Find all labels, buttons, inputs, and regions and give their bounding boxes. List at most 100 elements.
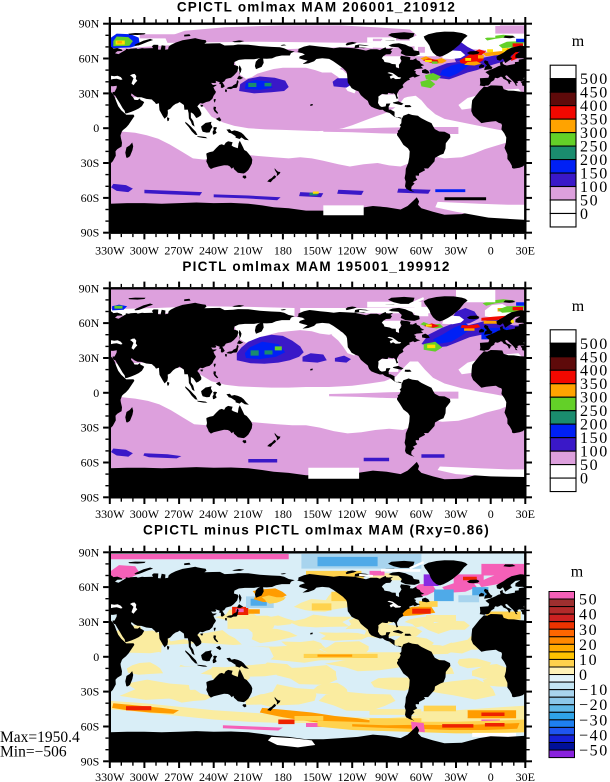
svg-text:60S: 60S	[81, 191, 100, 205]
svg-text:60W: 60W	[410, 770, 434, 782]
svg-text:30N: 30N	[79, 351, 100, 365]
svg-text:500: 500	[580, 336, 609, 353]
svg-text:30E: 30E	[516, 244, 535, 258]
svg-text:150: 150	[580, 166, 609, 183]
svg-text:350: 350	[580, 376, 609, 393]
svg-text:PICTL omlmax MAM 195001_199912: PICTL omlmax MAM 195001_199912	[182, 259, 450, 274]
svg-text:−50: −50	[579, 743, 609, 760]
svg-text:0: 0	[580, 471, 590, 488]
svg-text:300W: 300W	[130, 244, 160, 258]
svg-text:90S: 90S	[81, 754, 100, 768]
svg-text:30S: 30S	[81, 156, 100, 170]
svg-text:250: 250	[580, 139, 609, 156]
svg-text:180: 180	[274, 507, 292, 521]
svg-text:100: 100	[580, 444, 609, 461]
svg-text:0: 0	[488, 244, 494, 258]
svg-text:180: 180	[274, 770, 292, 782]
svg-text:m: m	[572, 298, 585, 315]
svg-text:100: 100	[580, 179, 609, 196]
svg-text:90W: 90W	[375, 244, 399, 258]
svg-text:30W: 30W	[444, 770, 468, 782]
svg-text:−10: −10	[579, 682, 609, 699]
svg-text:0: 0	[579, 667, 589, 684]
svg-text:50: 50	[579, 592, 598, 609]
svg-text:60N: 60N	[79, 316, 100, 330]
svg-text:30W: 30W	[444, 244, 468, 258]
svg-text:150W: 150W	[303, 244, 333, 258]
svg-text:90N: 90N	[79, 545, 100, 559]
svg-text:210W: 210W	[234, 770, 264, 782]
svg-text:30N: 30N	[79, 615, 100, 629]
svg-text:30E: 30E	[516, 770, 535, 782]
svg-text:300W: 300W	[130, 507, 160, 521]
svg-text:270W: 270W	[164, 507, 194, 521]
svg-text:200: 200	[580, 417, 609, 434]
svg-text:0: 0	[93, 650, 99, 664]
svg-text:450: 450	[580, 349, 609, 366]
svg-text:50: 50	[580, 193, 599, 210]
svg-text:CPICTL minus PICTL omlmax MAM: CPICTL minus PICTL omlmax MAM (Rxy=0.86)	[143, 523, 490, 538]
svg-text:120W: 120W	[338, 770, 368, 782]
svg-text:m: m	[571, 564, 584, 581]
svg-text:90N: 90N	[79, 17, 100, 31]
svg-text:450: 450	[580, 85, 609, 102]
svg-text:400: 400	[580, 363, 609, 380]
svg-text:330W: 330W	[95, 244, 125, 258]
svg-text:20: 20	[579, 637, 598, 654]
svg-text:90W: 90W	[375, 770, 399, 782]
svg-text:60W: 60W	[410, 507, 434, 521]
svg-text:60W: 60W	[410, 244, 434, 258]
svg-text:90S: 90S	[81, 490, 100, 504]
svg-text:200: 200	[580, 152, 609, 169]
svg-text:CPICTL omlmax MAM 206001_21091: CPICTL omlmax MAM 206001_210912	[177, 0, 456, 15]
svg-text:270W: 270W	[164, 770, 194, 782]
svg-text:90S: 90S	[81, 226, 100, 240]
svg-text:240W: 240W	[199, 244, 229, 258]
svg-text:180: 180	[274, 244, 292, 258]
svg-text:120W: 120W	[338, 507, 368, 521]
svg-text:m: m	[572, 33, 585, 50]
svg-text:210W: 210W	[234, 244, 264, 258]
svg-text:300W: 300W	[130, 770, 160, 782]
svg-text:60N: 60N	[79, 52, 100, 66]
svg-text:330W: 330W	[95, 770, 125, 782]
svg-text:400: 400	[580, 98, 609, 115]
svg-text:0: 0	[488, 770, 494, 782]
svg-text:90N: 90N	[79, 281, 100, 295]
svg-text:30W: 30W	[444, 507, 468, 521]
svg-text:−40: −40	[579, 728, 609, 745]
svg-text:60S: 60S	[81, 456, 100, 470]
svg-text:0: 0	[93, 121, 99, 135]
svg-text:240W: 240W	[199, 770, 229, 782]
svg-text:350: 350	[580, 112, 609, 129]
svg-text:90W: 90W	[375, 507, 399, 521]
svg-text:500: 500	[580, 71, 609, 88]
svg-text:30S: 30S	[81, 685, 100, 699]
svg-text:0: 0	[580, 206, 590, 223]
svg-text:250: 250	[580, 403, 609, 420]
svg-text:Min=−506: Min=−506	[0, 744, 67, 761]
svg-text:0: 0	[93, 386, 99, 400]
svg-text:10: 10	[579, 652, 598, 669]
svg-text:60N: 60N	[79, 580, 100, 594]
svg-text:30: 30	[579, 622, 598, 639]
svg-text:150: 150	[580, 430, 609, 447]
svg-text:300: 300	[580, 390, 609, 407]
svg-text:120W: 120W	[338, 244, 368, 258]
svg-text:210W: 210W	[234, 507, 264, 521]
svg-text:−20: −20	[579, 697, 609, 714]
svg-text:30N: 30N	[79, 86, 100, 100]
svg-text:0: 0	[488, 507, 494, 521]
svg-text:150W: 150W	[303, 507, 333, 521]
svg-text:330W: 330W	[95, 507, 125, 521]
svg-text:240W: 240W	[199, 507, 229, 521]
svg-text:50: 50	[580, 457, 599, 474]
svg-text:150W: 150W	[303, 770, 333, 782]
svg-text:300: 300	[580, 125, 609, 142]
svg-text:30S: 30S	[81, 421, 100, 435]
svg-text:60S: 60S	[81, 720, 100, 734]
svg-text:40: 40	[579, 607, 598, 624]
svg-text:30E: 30E	[516, 507, 535, 521]
svg-text:270W: 270W	[164, 244, 194, 258]
svg-text:Max=1950.4: Max=1950.4	[0, 729, 80, 746]
